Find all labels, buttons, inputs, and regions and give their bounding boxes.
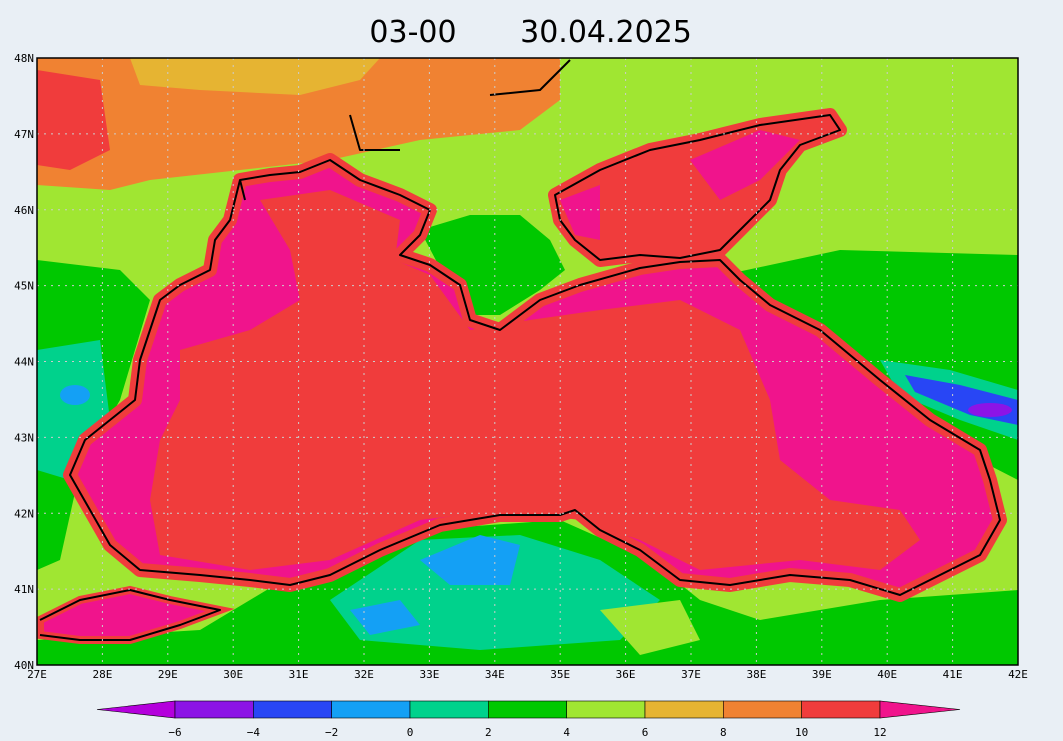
colorbar: −6 −4 −2 0 2 4 6 8 10 12 [96,700,961,739]
longitude-label: 29E [158,668,178,681]
latitude-label: 46N [14,204,34,217]
latitude-label: 48N [14,52,34,65]
longitude-label: 33E [419,668,439,681]
colorbar-label: 6 [642,726,649,739]
longitude-label: 28E [92,668,112,681]
colorbar-label: 0 [407,726,414,739]
map-frame [36,57,1019,666]
colorbar-segment [644,700,724,719]
colorbar-segment [488,700,567,719]
longitude-label: 40E [877,668,897,681]
longitude-label: 42E [1008,668,1028,681]
colorbar-segment [801,700,881,719]
longitude-label: 41E [943,668,963,681]
longitude-label: 32E [354,668,374,681]
colorbar-segment [409,700,489,719]
axis-labels: 40N 41N 42N 43N 44N 45N 46N 47N 48N 27E 28E 29E 30E 3… [14,52,1028,681]
colorbar-segment [253,700,332,719]
latitude-label: 43N [14,431,34,444]
title-time: 03-00 [369,15,456,50]
colorbar-label: 10 [795,726,808,739]
colorbar-label: −2 [325,726,338,739]
latitude-label: 42N [14,507,34,520]
colorbar-label: 2 [485,726,492,739]
latitude-label: 44N [14,356,34,369]
colorbar-segment [566,700,646,719]
graticule [37,58,1018,665]
colorbar-segment [174,700,254,719]
temperature-field [37,58,1018,665]
longitude-label: 35E [550,668,570,681]
title-date: 30.04.2025 [520,15,692,50]
colorbar-segment [723,700,802,719]
colorbar-arrow [879,700,961,719]
longitude-label: 37E [681,668,701,681]
longitude-label: 30E [223,668,243,681]
longitude-label: 27E [27,668,47,681]
colorbar-segment [331,700,411,719]
colorbar-label: −4 [247,726,261,739]
longitude-label: 34E [485,668,505,681]
longitude-label: 39E [812,668,832,681]
latitude-label: 47N [14,128,34,141]
colorbar-arrow [96,700,176,719]
latitude-label: 40N [14,659,34,672]
longitude-label: 36E [616,668,636,681]
latitude-label: 41N [14,583,34,596]
longitude-label: 38E [746,668,766,681]
colorbar-label: −6 [168,726,181,739]
longitude-label: 31E [289,668,309,681]
colorbar-label: 4 [563,726,570,739]
colorbar-label: 12 [873,726,886,739]
latitude-label: 45N [14,280,34,293]
colorbar-label: 8 [720,726,727,739]
